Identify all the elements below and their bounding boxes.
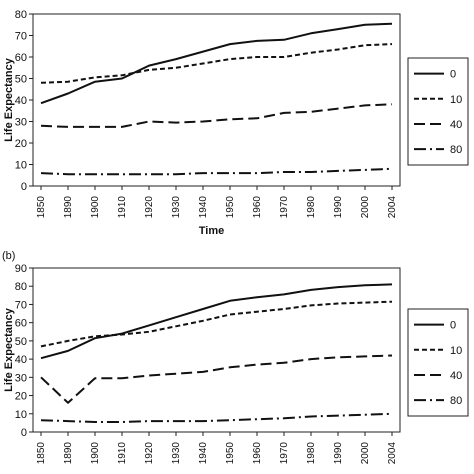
x-tick-label: 1850: [36, 196, 47, 219]
legend-label: 10: [450, 345, 462, 357]
y-tick-label: 30: [15, 117, 27, 129]
plot-frame: [32, 267, 401, 433]
x-axis-title: Time: [199, 225, 224, 237]
x-tick-label: 1950: [225, 196, 236, 219]
y-tick-label: 90: [15, 263, 27, 275]
x-tick-label: 2000: [360, 196, 371, 219]
y-axis-title: Life Expectancy: [3, 57, 15, 142]
y-tick-label: 40: [15, 95, 27, 107]
y-tick-label: 0: [21, 181, 27, 193]
x-tick-label: 1960: [252, 196, 263, 219]
panel-label: (b): [2, 250, 15, 262]
x-tick-label: 1970: [279, 196, 290, 219]
y-tick-label: 10: [15, 160, 27, 172]
x-tick-label: 1920: [144, 196, 155, 219]
y-tick-label: 40: [15, 354, 27, 366]
y-tick-label: 10: [15, 409, 27, 421]
y-tick-label: 60: [15, 318, 27, 330]
series-line-10: [40, 300, 393, 348]
series-line-40: [40, 103, 393, 128]
series-line-10: [40, 43, 393, 84]
x-tick-label: 1990: [333, 196, 344, 219]
series-line-40: [40, 354, 393, 404]
y-tick-label: 50: [15, 74, 27, 86]
x-tick-label: 1910: [117, 442, 128, 465]
x-tick-label: 2000: [360, 442, 371, 465]
y-tick-label: 70: [15, 31, 27, 43]
legend-label: 0: [450, 69, 456, 81]
y-tick-label: 30: [15, 372, 27, 384]
y-tick-label: 50: [15, 336, 27, 348]
x-tick-label: 2004: [387, 196, 398, 219]
legend-label: 0: [450, 320, 456, 332]
y-tick-label: 80: [15, 281, 27, 293]
y-tick-label: 20: [15, 138, 27, 150]
series-line-80: [40, 167, 393, 176]
x-tick-label: 1980: [306, 442, 317, 465]
y-tick-label: 0: [21, 427, 27, 439]
x-tick-label: 1890: [63, 442, 74, 465]
x-tick-label: 1850: [36, 442, 47, 465]
x-tick-label: 1930: [171, 196, 182, 219]
legend-label: 80: [450, 395, 462, 407]
legend-box: [407, 308, 469, 417]
panel-a-chart: 0 10 20 30 40 50 60 70 80 1850 1890 1900 1910 1920 193…: [3, 9, 469, 237]
series-line-80: [40, 412, 393, 423]
series-line-0: [40, 22, 393, 105]
x-tick-label: 1950: [225, 442, 236, 465]
y-tick-label: 20: [15, 391, 27, 403]
y-axis-title: Life Expectancy: [3, 307, 15, 392]
x-tick-label: 1900: [90, 196, 101, 219]
series-line-0: [40, 283, 393, 360]
legend-label: 40: [450, 119, 462, 131]
x-tick-label: 1910: [117, 196, 128, 219]
x-tick-label: 1970: [279, 442, 290, 465]
x-tick-label: 1900: [90, 442, 101, 465]
y-tick-label: 80: [15, 9, 27, 21]
x-tick-label: 1890: [63, 196, 74, 219]
legend-label: 10: [450, 94, 462, 106]
x-tick-label: 1940: [198, 442, 209, 465]
plot-frame: [32, 13, 401, 187]
x-tick-label: 2004: [387, 442, 398, 465]
x-tick-label: 1930: [171, 442, 182, 465]
y-tick-label: 70: [15, 299, 27, 311]
x-tick-label: 1980: [306, 196, 317, 219]
legend-label: 40: [450, 370, 462, 382]
panel-b-chart: 0 10 20 30 40 50 60 70 80 90 1850 1890 1900 1910 1920 1…: [2, 250, 469, 465]
x-tick-label: 1990: [333, 442, 344, 465]
x-tick-label: 1920: [144, 442, 155, 465]
x-tick-label: 1940: [198, 196, 209, 219]
legend-label: 80: [450, 144, 462, 156]
legend-box: [407, 57, 469, 166]
y-tick-label: 60: [15, 52, 27, 64]
x-tick-label: 1960: [252, 442, 263, 465]
